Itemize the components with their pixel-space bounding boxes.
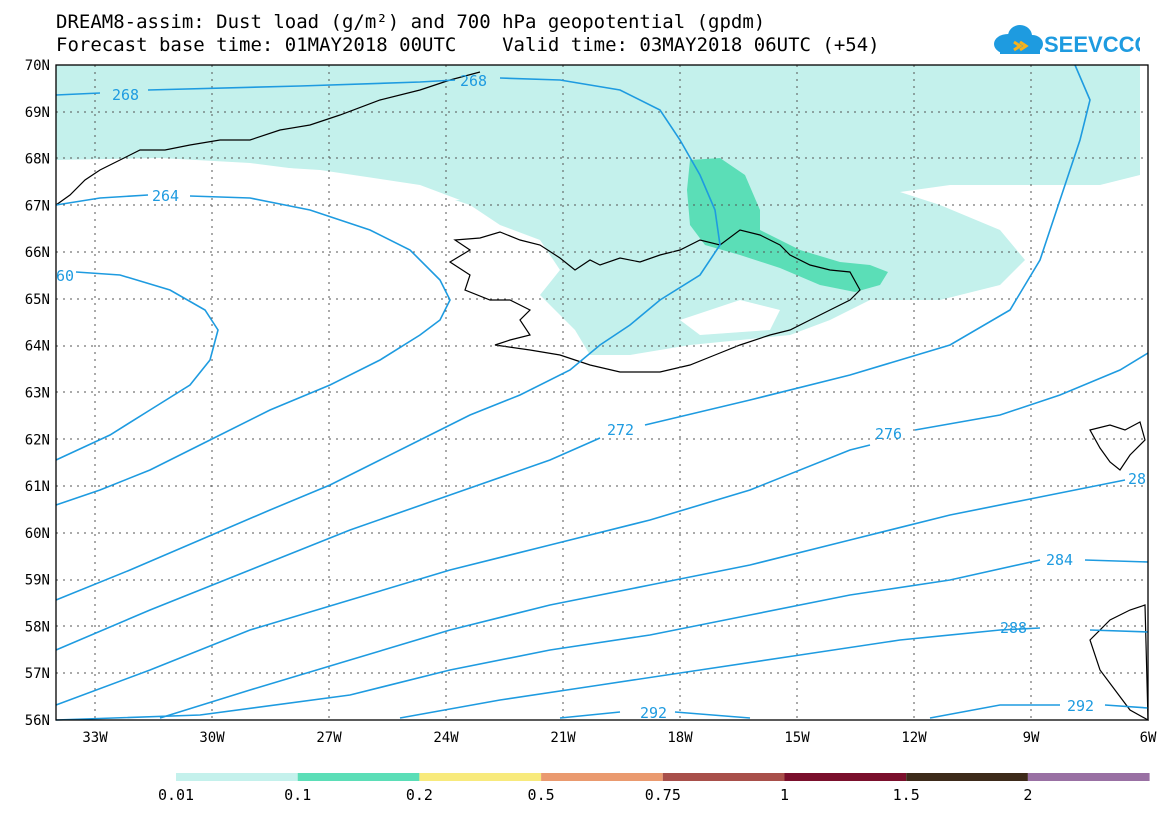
longitude-label: 33W: [82, 730, 108, 746]
colorbar-label: 0.5: [527, 786, 555, 804]
latitude-label: 62N: [25, 432, 50, 448]
faroe-coast: [1089, 421, 1146, 471]
colorbar-swatch: [662, 773, 785, 781]
contour-label: 292: [640, 704, 667, 722]
contour-260: [55, 271, 219, 461]
colorbar-label: 0.2: [405, 786, 433, 804]
latitude-label: 66N: [25, 245, 50, 261]
dust-shading-light: [56, 65, 1140, 355]
latitude-label: 65N: [25, 292, 50, 308]
latitude-label: 70N: [25, 58, 50, 74]
latitude-labels: 70N 69N 68N 67N 66N 65N 64N 63N 62N 61N 60N 59N 58N 5…: [25, 58, 50, 729]
contour-label: 272: [607, 421, 634, 439]
contour-label: 268: [460, 72, 487, 90]
latitude-label: 58N: [25, 619, 50, 635]
dust-gap: [240, 165, 460, 200]
contour-label: 28: [1128, 470, 1146, 488]
dust-area-0.01: [56, 65, 1140, 355]
colorbar-swatch: [1027, 773, 1150, 781]
colorbar-label: 1: [779, 786, 790, 804]
colorbar-label: 0.75: [644, 786, 681, 804]
longitude-labels: 33W 30W 27W 24W 21W 18W 15W 12W 9W 6W: [82, 730, 1157, 746]
contour-264: [55, 194, 451, 506]
latitude-label: 61N: [25, 479, 50, 495]
colorbar-swatch: [541, 773, 663, 781]
contour-288: [399, 627, 1149, 719]
contour-268: [55, 77, 721, 601]
longitude-label: 30W: [199, 730, 225, 746]
longitude-label: 21W: [550, 730, 576, 746]
contour-284: [55, 559, 1149, 721]
colorbar-label: 0.1: [284, 786, 312, 804]
dust-area-0.1: [687, 158, 888, 292]
latitude-label: 69N: [25, 105, 50, 121]
contour-label: 284: [1046, 551, 1073, 569]
longitude-label: 12W: [901, 730, 927, 746]
greenland-coast: [55, 71, 481, 206]
seevccc-logo: SEEVCCC: [994, 25, 1140, 57]
latitude-label: 64N: [25, 339, 50, 355]
contour-label: 60: [56, 267, 74, 285]
latitude-label: 63N: [25, 386, 50, 402]
colorbar-swatch: [297, 773, 420, 781]
colorbar-label: 0.01: [157, 786, 195, 804]
latitude-label: 56N: [25, 713, 50, 729]
longitude-label: 6W: [1140, 730, 1157, 746]
latitude-label: 57N: [25, 666, 50, 682]
colorbar-swatch: [419, 773, 542, 781]
contour-label: 276: [875, 425, 902, 443]
contour-label: 292: [1067, 697, 1094, 715]
colorbar-swatch: [906, 773, 1028, 781]
longitude-label: 24W: [433, 730, 459, 746]
grid-lines: [56, 65, 1148, 720]
iceland-coast: [448, 229, 861, 373]
scotland-coast: [1089, 604, 1149, 722]
contour-label-group: 268 268 264 60 272 276 28 284 288 292 29…: [56, 72, 1146, 722]
contour-label: 288: [1000, 619, 1027, 637]
longitude-label: 9W: [1023, 730, 1040, 746]
contour-label: 268: [112, 86, 139, 104]
geopotential-contours: [55, 64, 1149, 721]
latitude-label: 60N: [25, 526, 50, 542]
longitude-label: 15W: [784, 730, 810, 746]
colorbar-swatch: [176, 773, 298, 781]
contour-280: [159, 479, 1126, 719]
longitude-label: 27W: [316, 730, 342, 746]
dust-gap-south: [680, 300, 780, 335]
colorbar: [176, 773, 1150, 781]
contour-276: [55, 352, 1149, 706]
colorbar-label: 2: [1023, 786, 1033, 804]
contour-292-a: [559, 711, 751, 719]
chart-title: DREAM8-assim: Dust load (g/m²) and 700 h…: [56, 11, 766, 33]
chart-subtitle: Forecast base time: 01MAY2018 00UTC Vali…: [56, 34, 880, 56]
colorbar-label: 1.5: [892, 786, 920, 804]
latitude-label: 67N: [25, 198, 50, 214]
cloud-icon: [994, 25, 1043, 54]
colorbar-swatch: [784, 773, 907, 781]
contour-label: 264: [152, 187, 179, 205]
latitude-label: 68N: [25, 152, 50, 168]
longitude-label: 18W: [667, 730, 693, 746]
contour-272: [55, 64, 1091, 651]
map-frame: [55, 64, 1149, 721]
coastlines: [55, 71, 1149, 722]
contour-292-b: [929, 704, 1149, 719]
latitude-label: 59N: [25, 573, 50, 589]
logo-text: SEEVCCC: [1044, 32, 1140, 57]
